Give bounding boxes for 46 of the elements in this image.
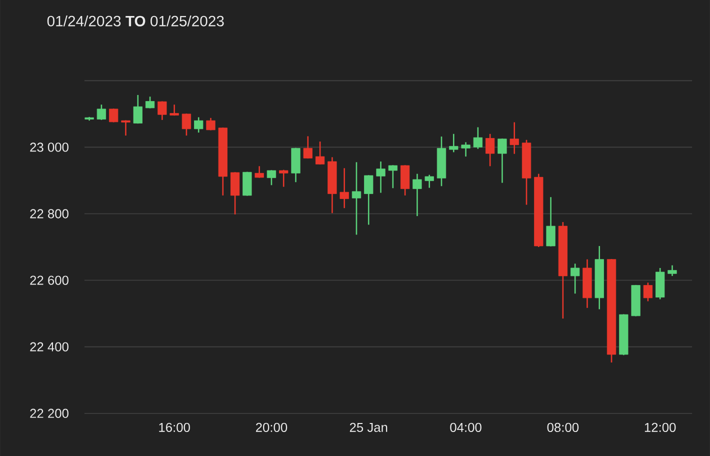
candlestick <box>461 141 470 158</box>
candlestick <box>364 174 374 226</box>
y-tick-label: 22 800 <box>30 209 68 218</box>
candlestick <box>315 140 325 166</box>
candlestick <box>254 165 264 178</box>
candlestick <box>279 169 288 188</box>
candlestick <box>376 160 386 194</box>
candlestick <box>133 94 142 124</box>
candlestick <box>546 196 556 247</box>
candlestick <box>266 169 276 186</box>
candlestick <box>194 116 204 134</box>
candlestick <box>230 171 240 215</box>
candlestick <box>352 161 362 236</box>
candlestick <box>242 171 252 196</box>
candlestick <box>510 122 519 154</box>
x-tick-label: 04:00 <box>450 422 482 432</box>
candlestick <box>668 264 677 277</box>
candlestick <box>412 173 422 217</box>
y-tick-label: 22 600 <box>30 276 68 285</box>
candlestick <box>182 112 192 136</box>
candlestick <box>449 133 458 153</box>
candlestick <box>145 96 155 109</box>
x-tick-label: 12:00 <box>644 422 676 432</box>
x-tick-label: 20:00 <box>256 422 288 432</box>
candlestick <box>498 138 507 184</box>
x-tick-label: 25 Jan <box>350 422 388 432</box>
candlestick <box>388 164 398 189</box>
candlestick <box>340 167 349 209</box>
candlestick <box>424 174 434 188</box>
candlestick <box>643 282 653 302</box>
chart-title: 01/24/2023 TO 01/25/2023 <box>47 15 224 26</box>
candlestick <box>96 104 106 120</box>
candlestick <box>158 100 167 120</box>
candlestick <box>473 126 482 150</box>
candlestick <box>400 164 410 196</box>
candlestick <box>486 133 495 167</box>
y-tick-label: 22 400 <box>30 342 68 352</box>
y-tick-label: 23 000 <box>30 142 68 152</box>
candlestick <box>109 108 118 123</box>
y-tick-label: 22 200 <box>30 408 68 418</box>
candlestick <box>206 117 216 131</box>
x-tick-label: 16:00 <box>159 422 190 432</box>
candlestick <box>121 120 130 136</box>
x-tick-label: 08:00 <box>547 422 579 432</box>
candlestick <box>303 135 312 160</box>
candlestick <box>570 262 580 294</box>
